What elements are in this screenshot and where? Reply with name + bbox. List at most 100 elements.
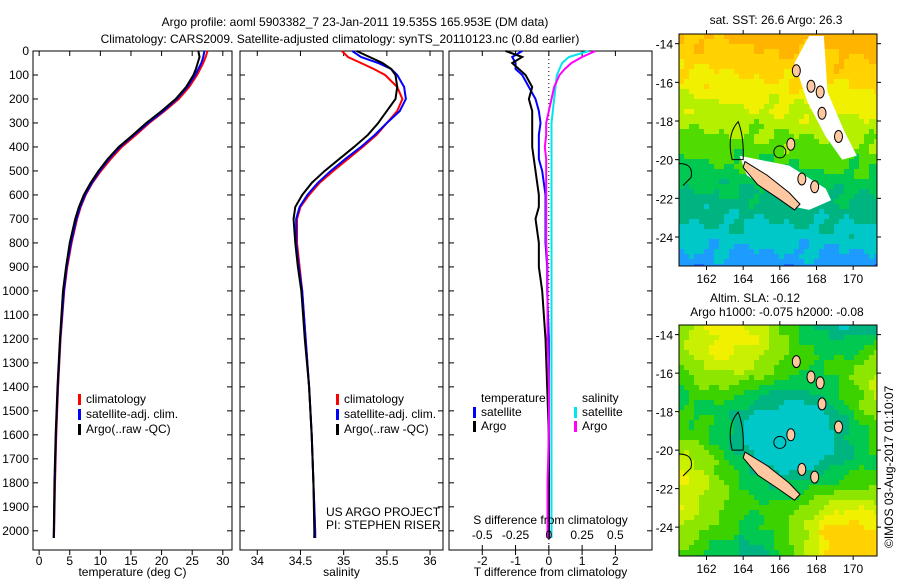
cloud-mask [794, 35, 857, 160]
legend-swatch [473, 407, 476, 418]
x-tick-label: 30 [216, 554, 230, 568]
legend-swatch [336, 409, 339, 420]
y-tick-label: 400 [9, 140, 29, 154]
lat-tick-label: -20 [656, 154, 674, 168]
sst-map-frame [678, 33, 878, 267]
x-tick-label: -1 [510, 554, 521, 568]
x-tick-label: 35.5 [375, 554, 399, 568]
lat-tick-label: -20 [656, 444, 674, 458]
y-tick-label: 600 [9, 188, 29, 202]
sla-colour-field [679, 325, 877, 556]
x-tick-label: 10 [94, 554, 108, 568]
y-tick-label: 1900 [2, 500, 29, 514]
sla-map-subtitle: Argo h1000: -0.075 h2000: -0.08 [690, 305, 864, 319]
x2-tick-label: 0.25 [570, 528, 594, 542]
x2-tick-label: -0.5 [472, 528, 493, 542]
vanuatu-island [817, 397, 827, 411]
lon-tick-label: 164 [733, 272, 753, 286]
lat-tick-label: -16 [656, 76, 674, 90]
lon-tick-label: 170 [843, 272, 863, 286]
x-tick-label: 34 [251, 554, 265, 568]
legend-label: climatology [344, 392, 404, 406]
salinity-panel: 34 34.5 35 35.5 36 salinity climatologysatelli… [239, 50, 444, 579]
difference-panel: -2 -1 0 1 2T difference from climatology -0.5… [448, 50, 653, 579]
new-caledonia-island [742, 451, 801, 501]
x-tick-label: 1 [579, 554, 586, 568]
vanuatu-island [815, 85, 825, 99]
title-line-2: Climatology: CARS2009. Satellite-adjuste… [101, 32, 580, 46]
legend-label: Argo(..raw -QC) [344, 422, 429, 436]
legend-swatch [574, 421, 577, 432]
y-tick-label: 900 [9, 260, 29, 274]
difference-frame [448, 50, 653, 551]
x-tick-label: 5 [66, 554, 73, 568]
x-tick-label: 0 [545, 554, 552, 568]
x2-axis-label: S difference from climatology [473, 513, 628, 527]
legend-swatch [473, 421, 476, 432]
legend-swatch [574, 407, 577, 418]
legend-swatch [336, 424, 339, 435]
y-tick-label: 800 [9, 236, 29, 250]
salinity-frame [239, 50, 444, 551]
lon-tick-label: 162 [696, 272, 716, 286]
series-satellite-adj-clim- [52, 50, 206, 539]
legend-label: satellite [582, 405, 623, 419]
profile-location-marker [773, 145, 787, 159]
y-tick-label: 1500 [2, 404, 29, 418]
y-tick-label: 1300 [2, 356, 29, 370]
legend-swatch [336, 394, 339, 405]
series-s-satellite [550, 50, 590, 539]
vanuatu-island [797, 172, 807, 186]
x-tick-label: 15 [124, 554, 138, 568]
lat-tick-label: -24 [656, 521, 674, 535]
vanuatu-island [834, 420, 843, 434]
temperature-panel: 0100200300400500600700800900100011001200… [2, 44, 233, 579]
legend-label: Argo(..raw -QC) [86, 422, 171, 436]
reef-contour [729, 120, 744, 161]
sst-map: -14 -16 -18 -20 -22 -24 162 164 166 168 170 [656, 30, 881, 286]
profile-location-marker [773, 435, 787, 449]
x-axis-label: temperature (deg C) [78, 565, 186, 579]
sla-map: -14 -16 -18 -20 -22 -24 162 164 166 168 170 [656, 321, 881, 576]
lat-tick-label: -22 [656, 483, 674, 497]
legend-header-salinity: salinity [582, 391, 619, 405]
y-tick-label: 0 [22, 44, 29, 58]
y-tick-label: 100 [9, 68, 29, 82]
x-tick-label: 20 [155, 554, 169, 568]
x-tick-label: 34.5 [289, 554, 313, 568]
legend-swatch [78, 409, 81, 420]
vanuatu-island [786, 137, 796, 151]
cloud-mask [739, 155, 832, 210]
series-s-argo [543, 50, 596, 539]
x-tick-label: 25 [186, 554, 200, 568]
x-axis-label: T difference from climatology [474, 565, 628, 579]
y-tick-label: 1700 [2, 452, 29, 466]
vanuatu-island [791, 64, 801, 78]
y-tick-label: 2000 [2, 524, 29, 538]
reef-contour [678, 453, 692, 477]
legend-label: satellite [481, 405, 522, 419]
lon-tick-label: 166 [770, 562, 790, 576]
y-tick-label: 1800 [2, 476, 29, 490]
vanuatu-island [810, 470, 820, 484]
lat-tick-label: -18 [656, 115, 674, 129]
sla-map-frame [678, 324, 878, 557]
legend-label: Argo [582, 419, 608, 433]
vanuatu-island [810, 180, 820, 194]
x2-tick-label: 0.5 [607, 528, 624, 542]
y-tick-label: 1000 [2, 284, 29, 298]
sst-map-title: sat. SST: 26.6 Argo: 26.3 [710, 13, 843, 27]
vanuatu-island [817, 106, 827, 120]
series-t-argo [505, 50, 550, 539]
reef-contour [729, 411, 744, 451]
legend-label: climatology [86, 392, 146, 406]
title-line-1: Argo profile: aoml 5903382_7 23-Jan-2011… [162, 15, 549, 29]
lat-tick-label: -18 [656, 406, 674, 420]
vanuatu-island [797, 462, 807, 476]
y-tick-label: 300 [9, 116, 29, 130]
temperature-frame [32, 50, 233, 551]
x-tick-label: 35 [337, 554, 351, 568]
vanuatu-island [786, 428, 796, 442]
pi-text: PI: STEPHEN RISER [326, 518, 441, 532]
